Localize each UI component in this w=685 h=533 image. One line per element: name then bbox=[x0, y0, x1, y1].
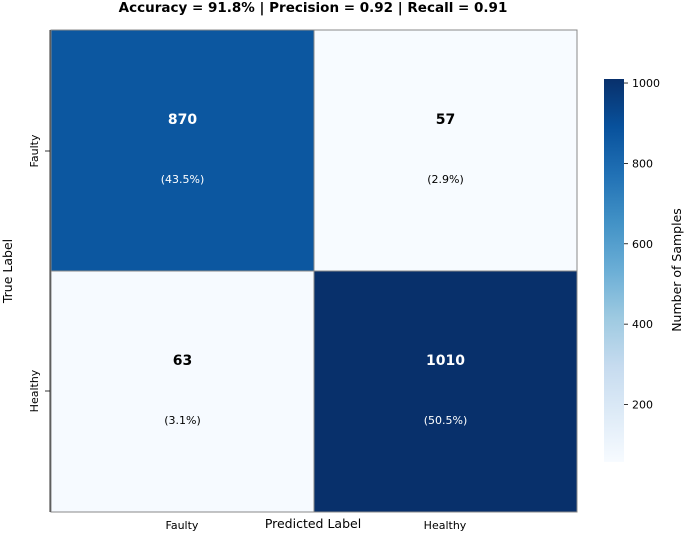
heatmap-cell-1-1 bbox=[313, 270, 578, 513]
cell-count-label-1-0: 63 bbox=[173, 353, 192, 369]
cell-percent-label-1-1: (50.5%) bbox=[424, 414, 468, 427]
x-tick-label-faulty: Faulty bbox=[166, 519, 199, 532]
y-tick-label-faulty: Faulty bbox=[28, 134, 41, 167]
colorbar bbox=[604, 79, 624, 462]
cell-count-label-0-1: 57 bbox=[436, 112, 455, 128]
y-axis-label: True Label bbox=[0, 239, 15, 304]
y-tick-label-healthy: Healthy bbox=[28, 369, 41, 412]
colorbar-tick-label-1000: 1000 bbox=[632, 77, 660, 90]
heatmap-cell-0-0 bbox=[50, 29, 315, 272]
heatmap-cell-0-1 bbox=[313, 29, 578, 272]
colorbar-tick-label-400: 400 bbox=[632, 318, 653, 331]
colorbar-tick-label-200: 200 bbox=[632, 399, 653, 412]
colorbar-tick-label-800: 800 bbox=[632, 157, 653, 170]
cell-percent-label-0-1: (2.9%) bbox=[427, 173, 464, 186]
heatmap-cell-1-0 bbox=[50, 270, 315, 513]
heatmap-cells: 870 (43.5%) 57 (2.9%) 63 (3.1%) 1010 (50.5%) bbox=[50, 29, 578, 513]
cell-percent-label-1-0: (3.1%) bbox=[164, 414, 201, 427]
chart-title: Accuracy = 91.8% | Precision = 0.92 | Re… bbox=[119, 0, 508, 16]
x-tick-label-healthy: Healthy bbox=[424, 519, 467, 532]
x-axis-label: Predicted Label bbox=[265, 516, 361, 531]
colorbar-tick-label-600: 600 bbox=[632, 238, 653, 251]
cell-count-label-0-0: 870 bbox=[168, 112, 197, 128]
cell-percent-label-0-0: (43.5%) bbox=[161, 173, 205, 186]
colorbar-ticks: 200 400 600 800 1000 bbox=[624, 77, 660, 412]
cell-count-label-1-1: 1010 bbox=[426, 353, 465, 369]
colorbar-label: Number of Samples bbox=[669, 208, 684, 332]
